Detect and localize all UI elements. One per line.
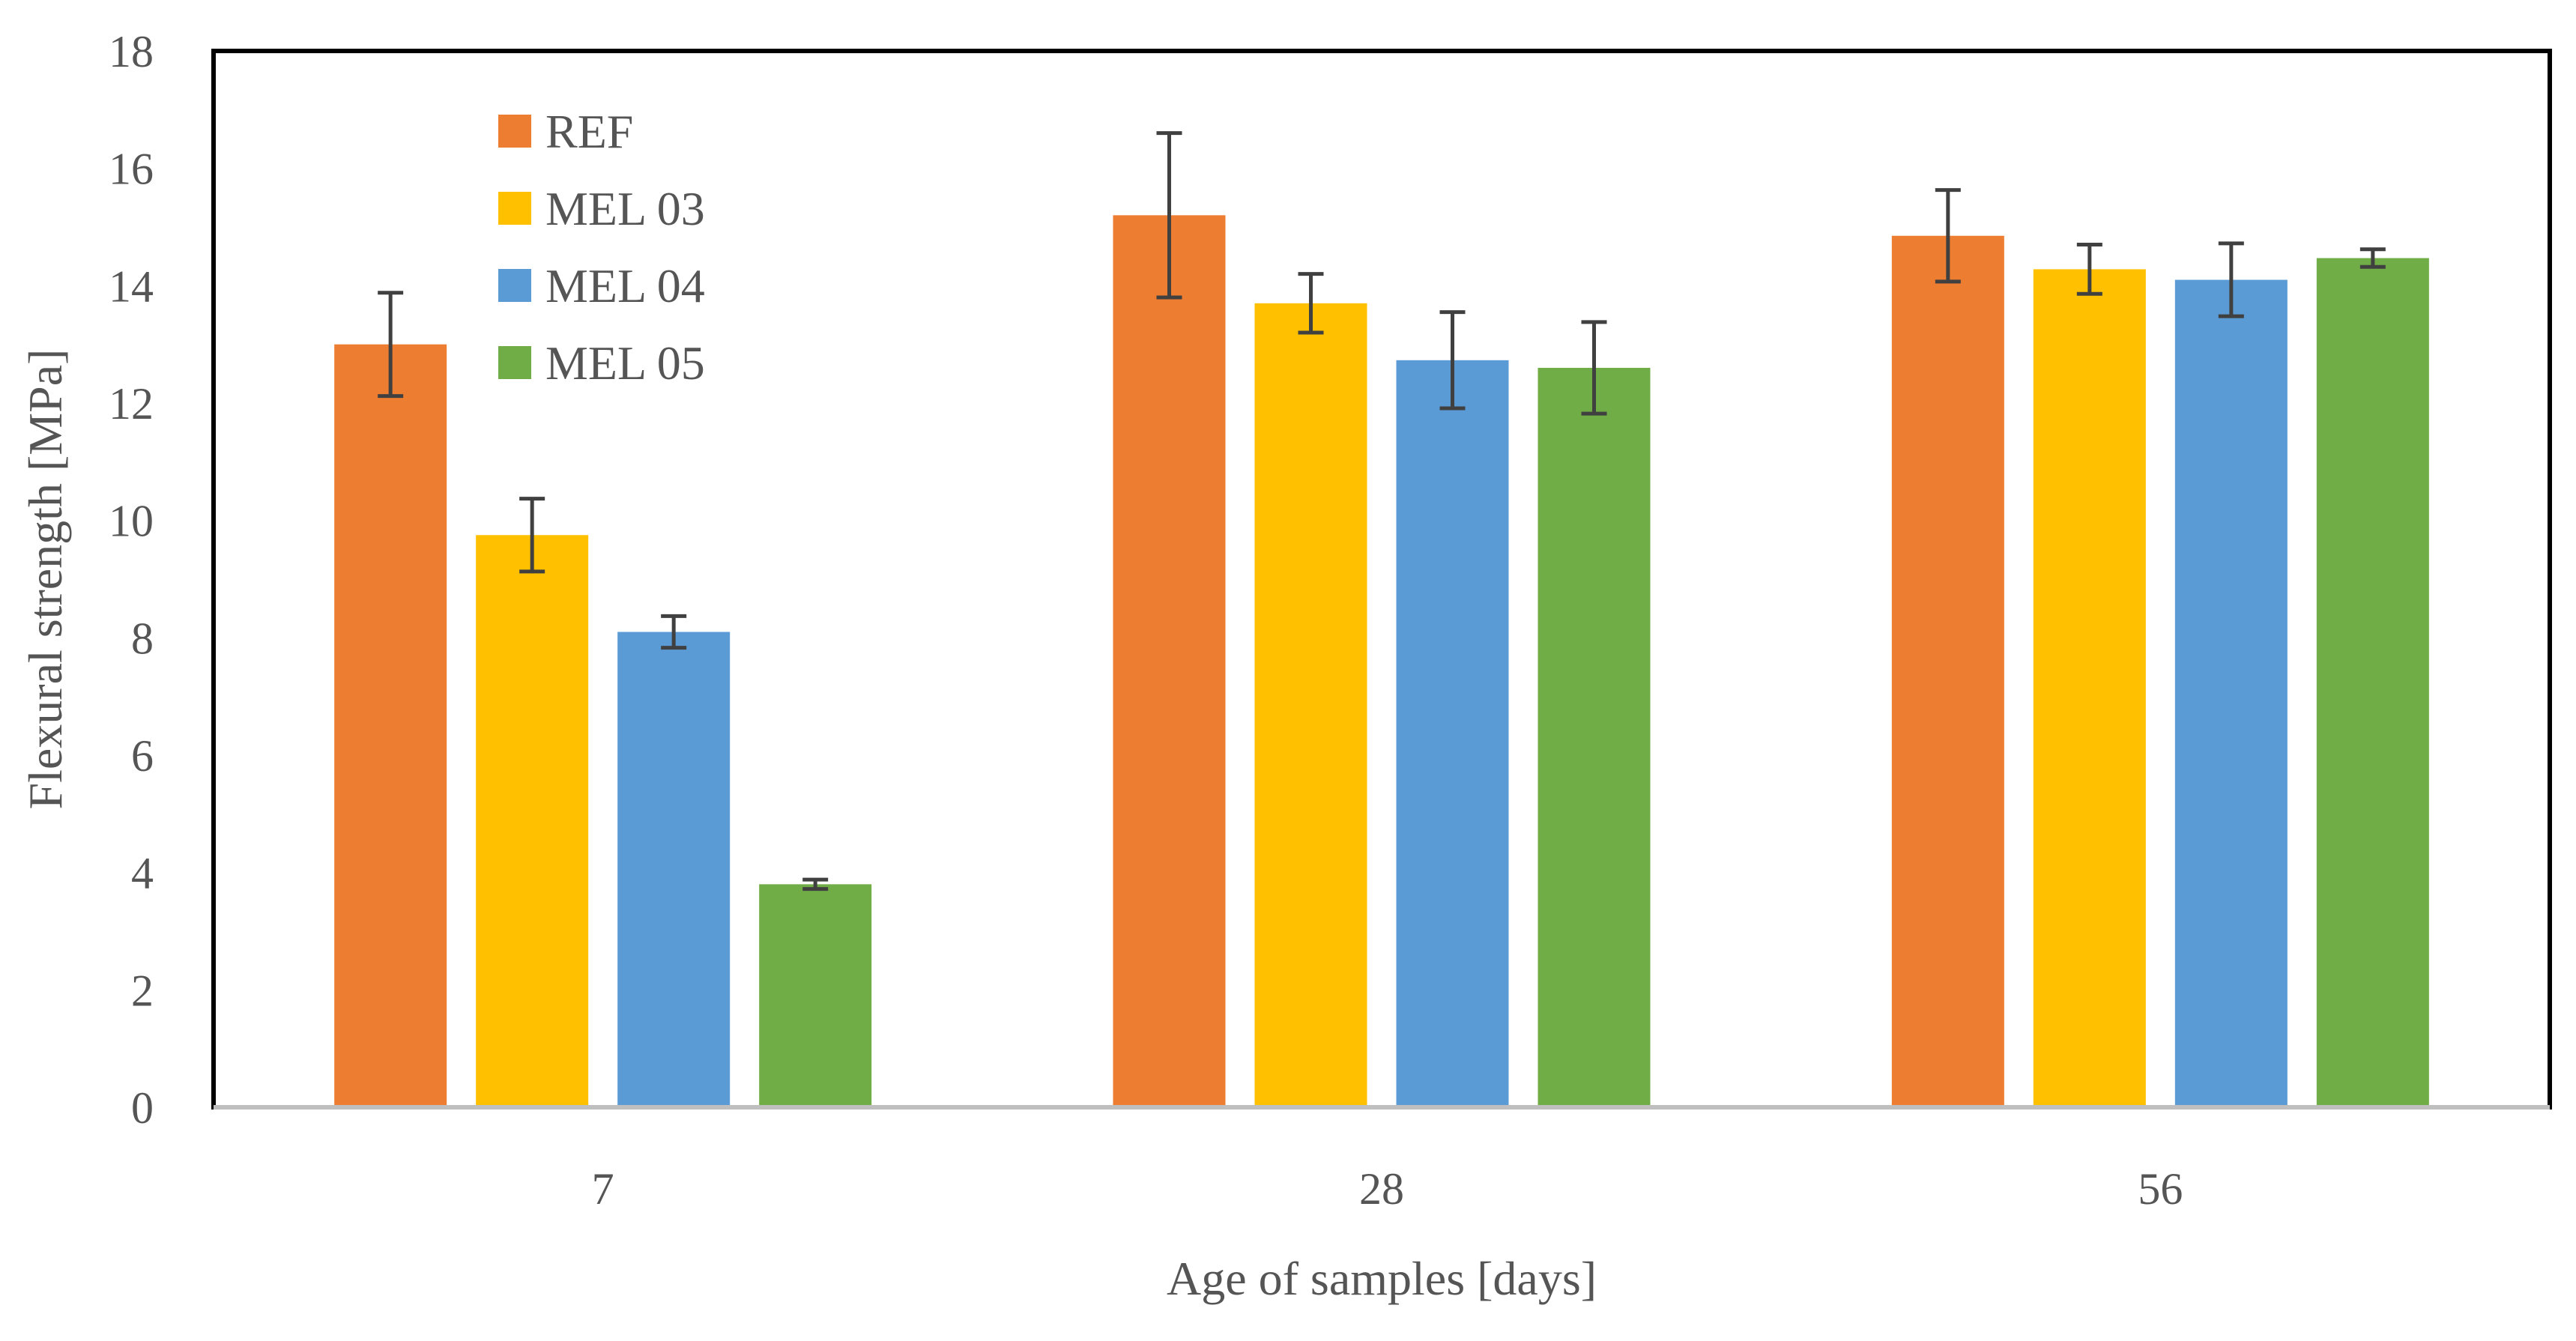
legend-label: MEL 04 [545,259,705,312]
bar-mel-04-day-56 [2174,279,2288,1107]
bar-mel-05-day-28 [1538,368,1651,1107]
error-bar-mel-04-day-56 [2218,241,2244,318]
bar-mel-05-day-7 [759,884,872,1107]
y-tick-label: 8 [131,614,154,663]
error-bar-mel-04-day-7 [661,614,687,650]
legend-swatch-mel-04 [498,269,531,302]
legend-label: MEL 05 [545,336,705,390]
error-bar-mel-05-day-28 [1581,320,1607,416]
y-tick-label: 6 [131,731,154,781]
y-tick-label: 16 [109,145,154,194]
y-tick-label: 18 [109,27,154,76]
error-bar-mel-05-day-7 [802,877,829,892]
y-tick-label: 2 [131,966,154,1015]
error-bar-mel-04-day-28 [1439,310,1466,411]
legend-label: REF [545,105,633,158]
error-bar-mel-05-day-56 [2359,247,2386,269]
error-bar-ref-day-7 [378,291,404,399]
error-bar-mel-03-day-7 [519,497,545,574]
error-bars-layer [378,131,2386,892]
bar-mel-03-day-28 [1254,303,1367,1107]
bar-mel-05-day-56 [2316,258,2429,1108]
error-bar-mel-03-day-28 [1298,272,1324,335]
bars-layer [334,215,2429,1108]
legend: REF MEL 03 MEL 04 MEL 05 [498,105,705,390]
legend-swatch-ref [498,115,531,148]
bar-mel-03-day-56 [2033,269,2146,1107]
x-category-label: 56 [2138,1164,2183,1214]
x-category-labels: 7 28 56 [592,1164,2183,1214]
y-tick-label: 14 [109,261,154,311]
legend-swatch-mel-03 [498,192,531,225]
error-bar-mel-03-day-56 [2076,243,2102,296]
x-category-label: 28 [1359,1164,1404,1214]
legend-label: MEL 03 [545,182,705,235]
y-tick-label: 4 [131,849,154,898]
bar-mel-04-day-7 [617,632,731,1107]
bar-mel-03-day-7 [476,535,589,1107]
x-axis-title: Age of samples [days] [1167,1252,1597,1305]
legend-swatch-mel-05 [498,346,531,379]
error-bar-ref-day-28 [1156,131,1182,300]
y-axis-title: Flexural strength [MPa] [19,349,72,810]
y-tick-label: 0 [131,1083,154,1133]
y-tick-label: 12 [109,379,154,429]
y-tick-label: 10 [109,497,154,546]
bar-ref-day-28 [1113,215,1226,1107]
bar-mel-04-day-28 [1396,360,1509,1108]
error-bar-ref-day-56 [1935,188,1961,284]
y-tick-labels: 0 2 4 6 8 10 12 14 16 18 [109,27,154,1133]
x-category-label: 7 [592,1164,614,1214]
bar-ref-day-7 [334,344,447,1108]
bar-ref-day-56 [1891,235,2004,1107]
